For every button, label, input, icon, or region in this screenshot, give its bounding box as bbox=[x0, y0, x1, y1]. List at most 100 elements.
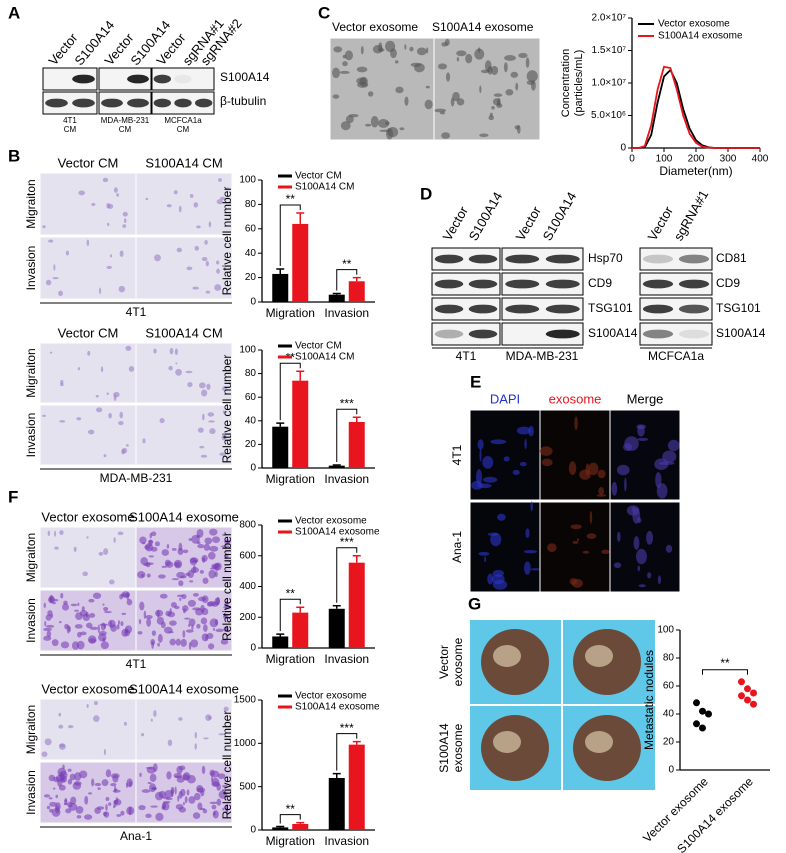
micrograph-texture bbox=[222, 533, 226, 536]
micrograph-texture bbox=[120, 621, 124, 627]
micrograph-texture bbox=[530, 501, 533, 512]
error-bar bbox=[276, 825, 285, 828]
blot bbox=[639, 297, 713, 321]
y-tick-label: 0 bbox=[250, 643, 256, 654]
micrograph-texture bbox=[142, 542, 146, 545]
image-label: S100A14 exosome bbox=[432, 20, 534, 34]
micrograph-texture bbox=[89, 626, 99, 630]
cell-label: MDA-MB-231 bbox=[100, 471, 173, 485]
micrograph-texture bbox=[217, 773, 226, 779]
micrograph-texture bbox=[475, 469, 483, 486]
micrograph-texture bbox=[159, 418, 165, 424]
row-label: exosome bbox=[451, 637, 465, 686]
micrograph-texture bbox=[384, 40, 396, 53]
column-label: sgRNA#1 bbox=[671, 188, 712, 244]
micrograph-texture bbox=[445, 72, 451, 82]
blot-band bbox=[153, 98, 172, 108]
micrograph-texture bbox=[574, 416, 578, 431]
micrograph-texture bbox=[201, 389, 208, 397]
micrograph-texture bbox=[88, 792, 93, 795]
micrograph-texture bbox=[117, 620, 121, 625]
micrograph-texture bbox=[185, 572, 191, 577]
error-bar bbox=[352, 416, 361, 422]
significance-bracket bbox=[702, 669, 748, 675]
significance-label: *** bbox=[340, 396, 354, 410]
micrograph-texture bbox=[387, 126, 399, 138]
micrograph-texture bbox=[154, 541, 160, 547]
micrograph-texture bbox=[210, 770, 220, 778]
micrograph-texture bbox=[92, 592, 102, 599]
micrograph-texture bbox=[204, 537, 213, 545]
micrograph-texture bbox=[174, 348, 178, 356]
micrograph-texture bbox=[74, 624, 83, 629]
micrograph-texture bbox=[139, 772, 142, 777]
micrograph-texture bbox=[205, 260, 209, 267]
micrograph-texture bbox=[637, 437, 649, 441]
micrograph-texture bbox=[182, 630, 186, 638]
micrograph-texture bbox=[63, 600, 68, 605]
micrograph-texture bbox=[182, 801, 185, 806]
micrograph-texture bbox=[216, 199, 223, 205]
y-tick-label: 800 bbox=[239, 520, 256, 531]
micrograph-texture bbox=[171, 547, 177, 551]
micrograph-texture bbox=[60, 592, 64, 599]
micrograph-texture bbox=[77, 602, 80, 607]
bar bbox=[292, 380, 309, 468]
micrograph-texture bbox=[143, 563, 149, 567]
micrograph-texture bbox=[667, 439, 680, 452]
y-tick-label: 100 bbox=[239, 175, 256, 186]
micrograph-texture bbox=[209, 528, 218, 536]
blot bbox=[639, 247, 713, 271]
micrograph-texture bbox=[177, 547, 184, 556]
micrograph-texture bbox=[503, 456, 510, 462]
micrograph-texture bbox=[174, 786, 177, 795]
micrograph-texture bbox=[150, 531, 157, 537]
micrograph-texture bbox=[184, 617, 191, 620]
column-label: Vector CM bbox=[58, 155, 119, 170]
blot-band bbox=[434, 254, 464, 264]
micrograph-texture bbox=[441, 42, 448, 47]
micrograph-texture bbox=[637, 517, 642, 524]
micrograph-texture bbox=[81, 606, 85, 612]
micrograph-texture bbox=[52, 601, 56, 605]
micrograph-texture bbox=[339, 70, 350, 74]
row-label: CD9 bbox=[588, 276, 612, 290]
micrograph-texture bbox=[125, 782, 128, 789]
micrograph-texture bbox=[218, 790, 228, 799]
micrograph-texture bbox=[53, 264, 56, 271]
legend-label: S100A14 exosome bbox=[658, 31, 743, 42]
cell-label: 4T1 bbox=[126, 305, 147, 319]
micrograph-texture bbox=[155, 812, 164, 821]
micrograph-texture bbox=[48, 797, 53, 800]
micrograph-texture bbox=[200, 617, 208, 625]
micrograph-texture bbox=[43, 635, 52, 641]
blot-band bbox=[72, 74, 95, 84]
micrograph-texture bbox=[178, 717, 183, 721]
micrograph-texture bbox=[105, 797, 110, 801]
micrograph-texture bbox=[588, 462, 599, 476]
bar bbox=[272, 273, 289, 302]
micrograph-texture bbox=[576, 538, 580, 542]
significance-label: *** bbox=[340, 535, 354, 549]
micrograph-texture bbox=[152, 763, 158, 772]
micrograph-texture bbox=[86, 622, 93, 629]
data-point bbox=[744, 696, 751, 704]
row-label: S100A14 bbox=[220, 70, 270, 84]
significance-label: ** bbox=[286, 192, 296, 206]
y-tick-label: 60 bbox=[245, 392, 257, 403]
column-label: Vector bbox=[513, 203, 545, 243]
group-label: CM bbox=[119, 125, 132, 134]
column-label: exosome bbox=[549, 391, 602, 406]
series-line bbox=[632, 68, 760, 149]
micrograph-texture bbox=[616, 464, 630, 476]
error-bar bbox=[332, 772, 341, 778]
micrograph-texture bbox=[54, 530, 57, 537]
blot-band bbox=[434, 304, 464, 314]
blot-band bbox=[174, 98, 192, 108]
micrograph-texture bbox=[202, 413, 205, 421]
micrograph-texture bbox=[105, 803, 108, 811]
y-tick-label: 0 bbox=[620, 143, 626, 154]
micrograph-texture bbox=[570, 524, 582, 530]
micrograph-texture bbox=[487, 532, 499, 536]
micrograph-texture bbox=[487, 573, 494, 585]
